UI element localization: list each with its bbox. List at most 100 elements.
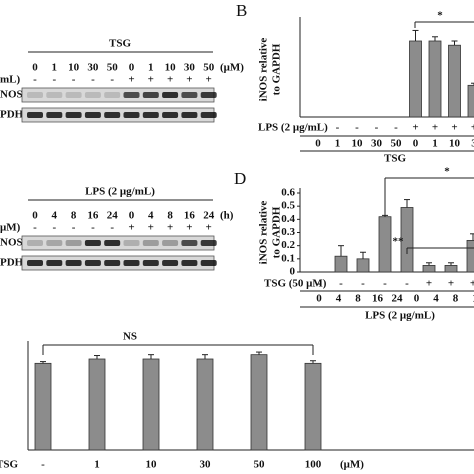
bar (196, 358, 214, 451)
dose-label: 4 (433, 293, 439, 305)
panel-label: D (234, 169, 246, 188)
blot-band (104, 240, 121, 246)
treatment-sign: - (394, 122, 398, 134)
y-tick-label: 0.3 (281, 226, 295, 238)
dose-label: 30 (200, 459, 212, 471)
dose-label: 0 (32, 62, 38, 74)
error-bar (148, 354, 154, 359)
band-label: NOS (0, 237, 23, 249)
treatment-sign: + (471, 122, 474, 134)
treatment-sign: - (375, 122, 379, 134)
blot-band (84, 92, 101, 98)
blot-band (27, 112, 43, 118)
blot-band (162, 240, 179, 246)
dose-label: 16 (184, 210, 196, 222)
treatment-sign: - (383, 278, 387, 290)
blot-band (104, 92, 121, 98)
panel-label: B (236, 1, 247, 20)
dose-label: 0 (414, 293, 420, 305)
blot-band (123, 260, 140, 266)
dose-label: 0 (129, 62, 135, 74)
dose-label: 50 (254, 459, 266, 471)
blot-band (181, 240, 198, 246)
blot-band (84, 240, 101, 246)
significance: ** (393, 236, 405, 248)
treatment-sign: + (412, 122, 418, 134)
blot-band (65, 92, 82, 98)
blot-band (142, 92, 159, 98)
y-tick-label: 0.1 (281, 252, 295, 264)
treatment-sign: - (72, 74, 76, 86)
unit-label: (μM) (220, 62, 244, 74)
treatment-sign: + (206, 74, 212, 86)
error-bar (40, 361, 46, 364)
dose-label: - (41, 459, 45, 471)
row-label: TSG (0, 459, 18, 471)
dose-label: 30 (371, 138, 383, 150)
treatment-sign: + (432, 122, 438, 134)
dose-label: 50 (391, 138, 403, 150)
error-bar (432, 36, 438, 41)
treatment-sign: + (167, 74, 173, 86)
dose-label: 24 (107, 210, 119, 222)
bar (34, 362, 52, 451)
dose-label: 1 (94, 459, 100, 471)
bar (88, 358, 106, 451)
blot-band (181, 92, 198, 98)
dose-label: 10 (449, 138, 461, 150)
blot-band (46, 92, 63, 98)
bar (356, 258, 370, 273)
significance: * (444, 166, 450, 178)
error-bar (426, 262, 432, 266)
treatment-sign: - (339, 278, 343, 290)
unit-label: (h) (220, 210, 234, 222)
dose-label: 0 (413, 138, 419, 150)
treatment-sign: - (33, 74, 37, 86)
group-label: TSG (384, 153, 406, 165)
blot-band (162, 92, 179, 98)
treatment-sign: + (448, 278, 454, 290)
bar (466, 239, 474, 273)
treatment-label: mL) (0, 74, 21, 86)
treatment-sign: + (186, 74, 192, 86)
blot-band (142, 112, 159, 118)
treatment-sign: - (336, 122, 340, 134)
blot-band (200, 112, 217, 118)
blot-band (46, 112, 63, 118)
bar (422, 265, 436, 273)
blot-band (27, 240, 43, 246)
group-label: TSG (109, 38, 131, 50)
group-label: LPS (2 μg/mL) (365, 310, 435, 322)
treatment-sign: + (206, 222, 212, 234)
dose-label: 16 (87, 210, 99, 222)
error-bar (202, 354, 208, 359)
blot-band (65, 112, 82, 118)
dose-label: 4 (336, 293, 342, 305)
y-tick-label: 0.6 (281, 187, 295, 199)
treatment-sign: - (72, 222, 76, 234)
group-label: LPS (2 μg/mL) (85, 186, 155, 198)
blot-band (200, 92, 217, 98)
treatment-sign: - (91, 222, 95, 234)
blot-band (46, 260, 63, 266)
treatment-sign: + (426, 278, 432, 290)
treatment-sign: - (110, 74, 114, 86)
dose-label: 0 (32, 210, 38, 222)
blot-band (142, 260, 159, 266)
dose-label: 30 (87, 62, 99, 74)
treatment-sign: - (91, 74, 95, 86)
blot-band (123, 112, 140, 118)
blot-band (123, 240, 140, 246)
blot-band (142, 240, 159, 246)
y-axis-label: iNOS relative (258, 38, 270, 102)
blot-band (181, 260, 198, 266)
band-label: PDH (0, 257, 24, 269)
blot-band (65, 260, 82, 266)
significance: NS (123, 331, 137, 343)
dose-label: 8 (355, 293, 361, 305)
error-bar (310, 360, 316, 364)
blot-band (200, 240, 217, 246)
dose-label: 1 (472, 293, 474, 305)
dose-label: 4 (52, 210, 58, 222)
